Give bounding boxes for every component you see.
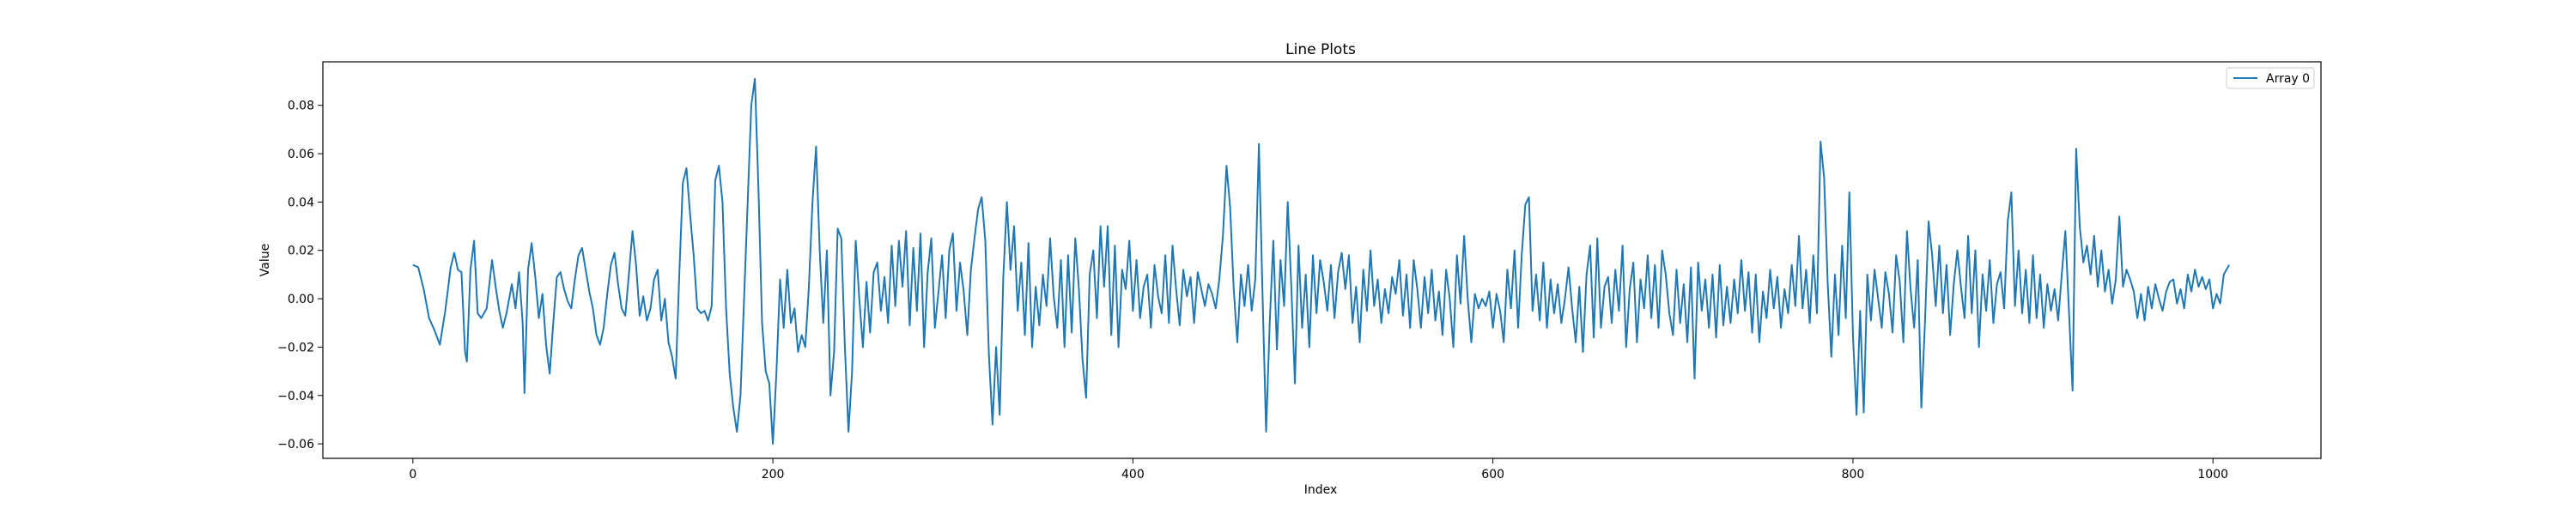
plot-background	[323, 62, 2321, 458]
x-axis-label: Index	[1304, 483, 1338, 497]
y-tick-label: 0.02	[288, 245, 314, 258]
x-tick-label: 400	[1121, 468, 1145, 482]
x-tick-label: 600	[1481, 468, 1504, 482]
y-axis: −0.06 −0.04 −0.02 0.00 0.02 0.04 0.06 0.08	[277, 100, 323, 451]
y-tick-label: 0.08	[288, 100, 314, 113]
x-tick-label: 200	[762, 468, 785, 482]
series-line-array-0	[412, 77, 2230, 445]
plot-area	[322, 61, 2322, 459]
x-tick-label: 800	[1842, 468, 1865, 482]
legend: Array 0	[2226, 67, 2315, 89]
y-tick-label: 0.04	[288, 196, 314, 209]
chart-title: Line Plots	[1285, 41, 1356, 58]
x-tick-label: 0	[409, 468, 416, 482]
legend-label-array-0: Array 0	[2266, 72, 2310, 86]
y-tick-label: −0.02	[277, 341, 314, 354]
y-tick-label: −0.04	[277, 390, 314, 403]
axes-frame	[322, 61, 2322, 459]
y-axis-label: Value	[258, 244, 272, 276]
y-tick-label: 0.06	[288, 148, 314, 161]
series-layer	[412, 77, 2230, 445]
y-tick-label: 0.00	[288, 293, 314, 306]
legend-box	[2226, 67, 2315, 89]
x-tick-label: 1000	[2197, 468, 2228, 482]
x-axis: 0 200 400 600 800 1000	[409, 458, 2228, 482]
y-tick-label: −0.06	[277, 438, 314, 451]
